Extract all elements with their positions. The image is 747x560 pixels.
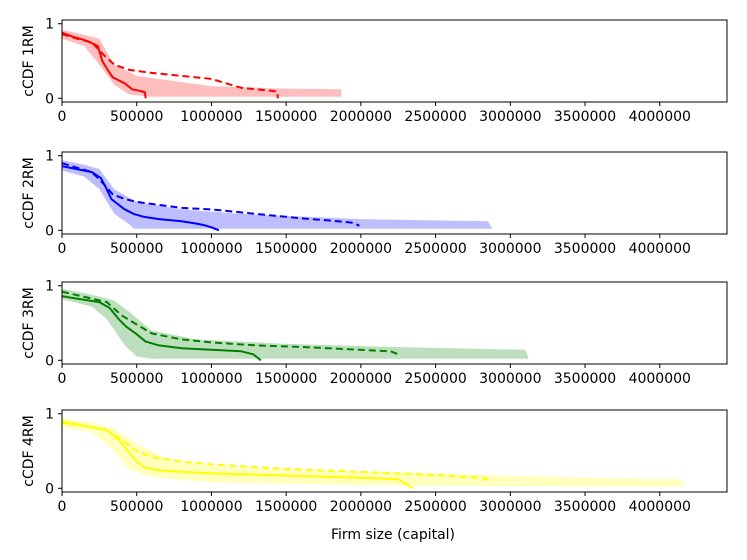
- chart-panel-4: 0 500000 1000000 1500000 2000000 2500000 30000…: [21, 407, 728, 515]
- y-tick-label: 0: [45, 481, 54, 497]
- series-line-dashed: [61, 420, 493, 482]
- x-tick-label: 0: [58, 499, 67, 515]
- x-tick-label: 1000000: [180, 499, 242, 515]
- x-tick-label: 2500000: [404, 241, 466, 257]
- x-tick-label: 3000000: [479, 371, 541, 387]
- x-tick-label: 2500000: [404, 499, 466, 515]
- x-tick-label: 2500000: [404, 371, 466, 387]
- series-line-dashed: [61, 162, 360, 227]
- x-tick-label: 2000000: [330, 499, 392, 515]
- x-tick-label: 2500000: [404, 109, 466, 125]
- x-tick-label: 3500000: [554, 109, 616, 125]
- x-tick-label: 3500000: [554, 371, 616, 387]
- y-tick-label: 1: [45, 149, 54, 165]
- x-tick-label: 1500000: [255, 499, 317, 515]
- x-tick-label: 1500000: [255, 109, 317, 125]
- x-tick-label: 4000000: [629, 241, 691, 257]
- x-tick-label: 500000: [110, 109, 163, 125]
- x-tick-label: 2000000: [330, 241, 392, 257]
- y-axis-label: cCDF 2RM: [21, 157, 37, 228]
- x-tick-label: 3000000: [479, 109, 541, 125]
- series-line-solid: [61, 295, 262, 362]
- x-tick-label: 1500000: [255, 371, 317, 387]
- series-line-solid: [61, 165, 220, 232]
- x-tick-label: 4000000: [629, 109, 691, 125]
- x-tick-label: 3500000: [554, 241, 616, 257]
- chart-panel-2: 0 500000 1000000 1500000 2000000 2500000 30000…: [21, 149, 728, 257]
- x-tick-label: 4000000: [629, 371, 691, 387]
- confidence-band: [62, 160, 493, 229]
- confidence-band: [62, 418, 684, 487]
- y-axis-label: cCDF 3RM: [21, 287, 37, 358]
- confidence-band: [62, 288, 529, 359]
- x-tick-label: 0: [58, 241, 67, 257]
- confidence-band: [62, 29, 342, 97]
- x-tick-label: 1500000: [255, 241, 317, 257]
- x-tick-label: 0: [58, 109, 67, 125]
- x-tick-label: 4000000: [629, 499, 691, 515]
- x-tick-label: 1000000: [180, 241, 242, 257]
- y-tick-label: 1: [45, 279, 54, 295]
- x-axis-label: Firm size (capital): [331, 527, 455, 543]
- x-tick-label: 2000000: [330, 371, 392, 387]
- y-tick-label: 1: [45, 17, 54, 33]
- x-tick-label: 500000: [110, 371, 163, 387]
- x-tick-label: 1000000: [180, 371, 242, 387]
- x-tick-label: 500000: [110, 499, 163, 515]
- chart-panel-1: 0 500000 1000000 1500000 2000000 2500000 30000…: [21, 17, 728, 125]
- x-tick-label: 3500000: [554, 499, 616, 515]
- series-line-dashed: [61, 290, 399, 356]
- series-line-dashed: [61, 33, 279, 99]
- x-tick-label: 0: [58, 371, 67, 387]
- y-axis-label: cCDF 1RM: [21, 25, 37, 96]
- y-tick-label: 1: [45, 407, 54, 423]
- y-tick-label: 0: [45, 353, 54, 369]
- chart-panels: 0 500000 1000000 1500000 2000000 2500000 30000…: [21, 17, 728, 515]
- plot-frame: [61, 151, 728, 235]
- plot-frame: [61, 409, 728, 493]
- y-tick-label: 0: [45, 223, 54, 239]
- x-tick-label: 3000000: [479, 241, 541, 257]
- y-tick-label: 0: [45, 91, 54, 107]
- plot-frame: [61, 281, 728, 365]
- x-tick-label: 1000000: [180, 109, 242, 125]
- x-tick-label: 3000000: [479, 499, 541, 515]
- chart-panel-3: 0 500000 1000000 1500000 2000000 2500000 30000…: [21, 279, 728, 387]
- x-tick-label: 500000: [110, 241, 163, 257]
- plot-frame: [61, 19, 728, 103]
- y-axis-label: cCDF 4RM: [21, 415, 37, 486]
- x-tick-label: 2000000: [330, 109, 392, 125]
